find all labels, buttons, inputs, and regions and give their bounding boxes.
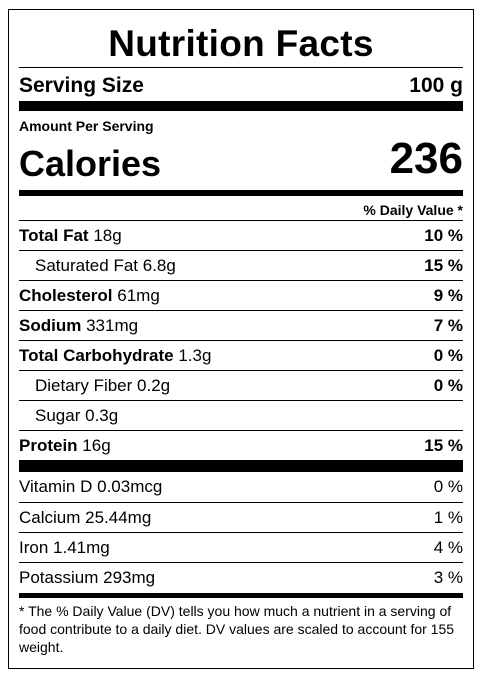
nutrient-dv: 9 %: [433, 286, 463, 305]
nutrient-amount: 1.3g: [178, 346, 212, 365]
amount-per-serving: Amount Per Serving: [19, 118, 154, 134]
vitamin-row-calcium: Calcium 25.44mg 1 %: [19, 502, 463, 532]
vitamin-name: Vitamin D: [19, 477, 93, 496]
thick-divider-top: [19, 101, 463, 111]
vitamin-amount: 0.03mcg: [97, 477, 163, 496]
nutrient-amount: 16g: [82, 436, 111, 455]
nutrient-row-sodium: Sodium 331mg 7 %: [19, 310, 463, 340]
nutrient-name: Sodium: [19, 316, 82, 335]
title-divider: [19, 67, 463, 68]
vitamin-row-potassium: Potassium 293mg 3 %: [19, 562, 463, 592]
nutrient-name: Cholesterol: [19, 286, 113, 305]
nutrient-amount: 0.3g: [85, 406, 119, 425]
daily-value-header: % Daily Value *: [363, 202, 463, 218]
footnote-divider: [19, 593, 463, 598]
nutrient-amount: 6.8g: [142, 256, 176, 275]
serving-size-value: 100 g: [409, 74, 463, 97]
vitamin-amount: 1.41mg: [53, 538, 110, 557]
nutrient-dv: 10 %: [424, 226, 463, 245]
serving-size-label: Serving Size: [19, 74, 144, 97]
nutrient-name: Sugar: [35, 406, 81, 425]
nutrient-amount: 61mg: [117, 286, 160, 305]
vitamin-name: Iron: [19, 538, 49, 557]
serving-size-row: Serving Size 100 g: [19, 73, 463, 99]
vitamin-dv: 1 %: [433, 508, 463, 527]
vitamin-dv: 0 %: [433, 477, 463, 496]
nutrient-row-protein: Protein 16g 15 %: [19, 430, 463, 460]
nutrient-row-sugar: Sugar 0.3g: [19, 400, 463, 430]
vitamin-amount: 25.44mg: [85, 508, 152, 527]
calories-value: 236: [389, 134, 463, 183]
vitamin-dv: 4 %: [433, 538, 463, 557]
nutrient-dv: 0 %: [433, 346, 463, 365]
vitamin-dv: 3 %: [433, 568, 463, 587]
footnote: * The % Daily Value (DV) tells you how m…: [19, 603, 455, 655]
vitamin-row-iron: Iron 1.41mg 4 %: [19, 532, 463, 562]
label-title: Nutrition Facts: [108, 23, 374, 64]
calories-label: Calories: [19, 143, 162, 184]
nutrient-row-total-fat: Total Fat 18g 10 %: [19, 220, 463, 250]
nutrition-label: Nutrition Facts Serving Size 100 g Amoun…: [8, 9, 474, 669]
nutrient-name: Dietary Fiber: [35, 376, 133, 395]
nutrient-dv: 0 %: [433, 376, 463, 395]
nutrient-dv: 15 %: [424, 436, 463, 455]
nutrient-name: Saturated Fat: [35, 256, 139, 275]
vitamin-row-vitamin-d: Vitamin D 0.03mcg 0 %: [19, 472, 463, 501]
nutrient-dv: 7 %: [433, 316, 463, 335]
nutrient-name: Total Carbohydrate: [19, 346, 174, 365]
nutrient-row-saturated-fat: Saturated Fat 6.8g 15 %: [19, 250, 463, 280]
nutrient-amount: 331mg: [86, 316, 139, 335]
nutrient-row-total-carbohydrate: Total Carbohydrate 1.3g 0 %: [19, 340, 463, 370]
nutrient-amount: 0.2g: [137, 376, 171, 395]
nutrient-name: Protein: [19, 436, 78, 455]
thick-divider-bottom: [19, 460, 463, 472]
vitamin-amount: 293mg: [103, 568, 156, 587]
nutrient-name: Total Fat: [19, 226, 89, 245]
nutrient-amount: 18g: [93, 226, 122, 245]
vitamin-name: Calcium: [19, 508, 81, 527]
vitamin-name: Potassium: [19, 568, 99, 587]
medium-divider: [19, 190, 463, 196]
nutrient-dv: 15 %: [424, 256, 463, 275]
nutrient-row-dietary-fiber: Dietary Fiber 0.2g 0 %: [19, 370, 463, 400]
nutrient-row-cholesterol: Cholesterol 61mg 9 %: [19, 280, 463, 310]
